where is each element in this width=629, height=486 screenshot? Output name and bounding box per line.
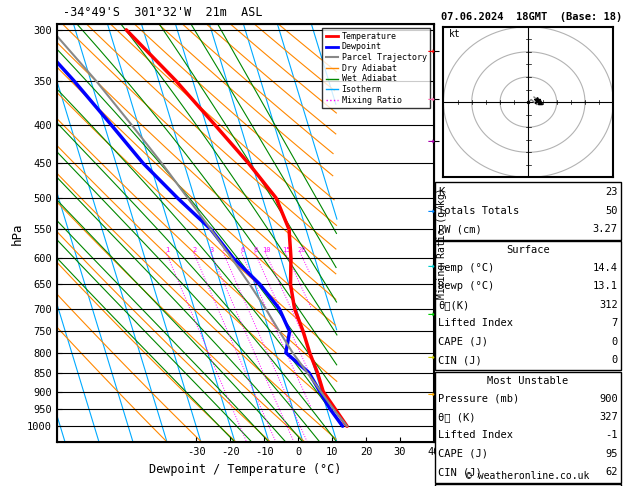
Text: -1: -1 [605,431,618,440]
Text: © weatheronline.co.uk: © weatheronline.co.uk [466,471,590,481]
Text: 3: 3 [209,247,214,253]
Text: PW (cm): PW (cm) [438,225,482,234]
Text: →: → [428,309,434,318]
Text: 07.06.2024  18GMT  (Base: 18): 07.06.2024 18GMT (Base: 18) [441,12,622,22]
Text: →: → [428,388,434,399]
Text: 6: 6 [240,247,245,253]
Text: 900: 900 [599,394,618,403]
Text: kt: kt [449,29,461,39]
Text: 1: 1 [165,247,169,253]
Text: CAPE (J): CAPE (J) [438,337,488,347]
Text: CAPE (J): CAPE (J) [438,449,488,459]
Text: θᴇ (K): θᴇ (K) [438,412,476,422]
Text: CIN (J): CIN (J) [438,355,482,365]
Text: →: → [428,261,434,271]
Text: 7: 7 [611,318,618,328]
Text: 13.1: 13.1 [593,281,618,291]
Text: 2: 2 [192,247,197,253]
Text: Most Unstable: Most Unstable [487,376,569,386]
Text: 0: 0 [611,337,618,347]
Text: 15: 15 [282,247,291,253]
Text: 14.4: 14.4 [593,263,618,273]
Text: 3.27: 3.27 [593,225,618,234]
Text: 0: 0 [611,355,618,365]
Text: Totals Totals: Totals Totals [438,206,520,216]
Text: →: → [428,46,434,56]
Text: Mixing Ratio (g/kg): Mixing Ratio (g/kg) [437,187,447,299]
Text: Surface: Surface [506,245,550,255]
Text: K: K [438,188,445,197]
Text: →: → [428,136,434,146]
Text: 62: 62 [605,468,618,477]
Text: 23: 23 [605,188,618,197]
Text: 327: 327 [599,412,618,422]
Text: →: → [428,352,434,362]
Text: Pressure (mb): Pressure (mb) [438,394,520,403]
Text: 95: 95 [605,449,618,459]
Text: Dewp (°C): Dewp (°C) [438,281,494,291]
Text: →: → [428,206,434,216]
Text: Lifted Index: Lifted Index [438,431,513,440]
Text: θᴇ(K): θᴇ(K) [438,300,470,310]
Text: 50: 50 [605,206,618,216]
Text: 312: 312 [599,300,618,310]
Y-axis label: hPa: hPa [11,222,24,244]
Text: Temp (°C): Temp (°C) [438,263,494,273]
X-axis label: Dewpoint / Temperature (°C): Dewpoint / Temperature (°C) [149,463,342,476]
Text: →: → [428,94,434,104]
Text: 4: 4 [222,247,226,253]
Text: CIN (J): CIN (J) [438,468,482,477]
Text: LCL: LCL [442,418,459,428]
Legend: Temperature, Dewpoint, Parcel Trajectory, Dry Adiabat, Wet Adiabat, Isotherm, Mi: Temperature, Dewpoint, Parcel Trajectory… [322,29,430,108]
Text: 8: 8 [254,247,258,253]
Text: 10: 10 [262,247,271,253]
Text: 20: 20 [297,247,306,253]
Text: Lifted Index: Lifted Index [438,318,513,328]
Y-axis label: km
ASL: km ASL [453,233,470,255]
Text: -34°49'S  301°32'W  21m  ASL: -34°49'S 301°32'W 21m ASL [63,6,262,19]
